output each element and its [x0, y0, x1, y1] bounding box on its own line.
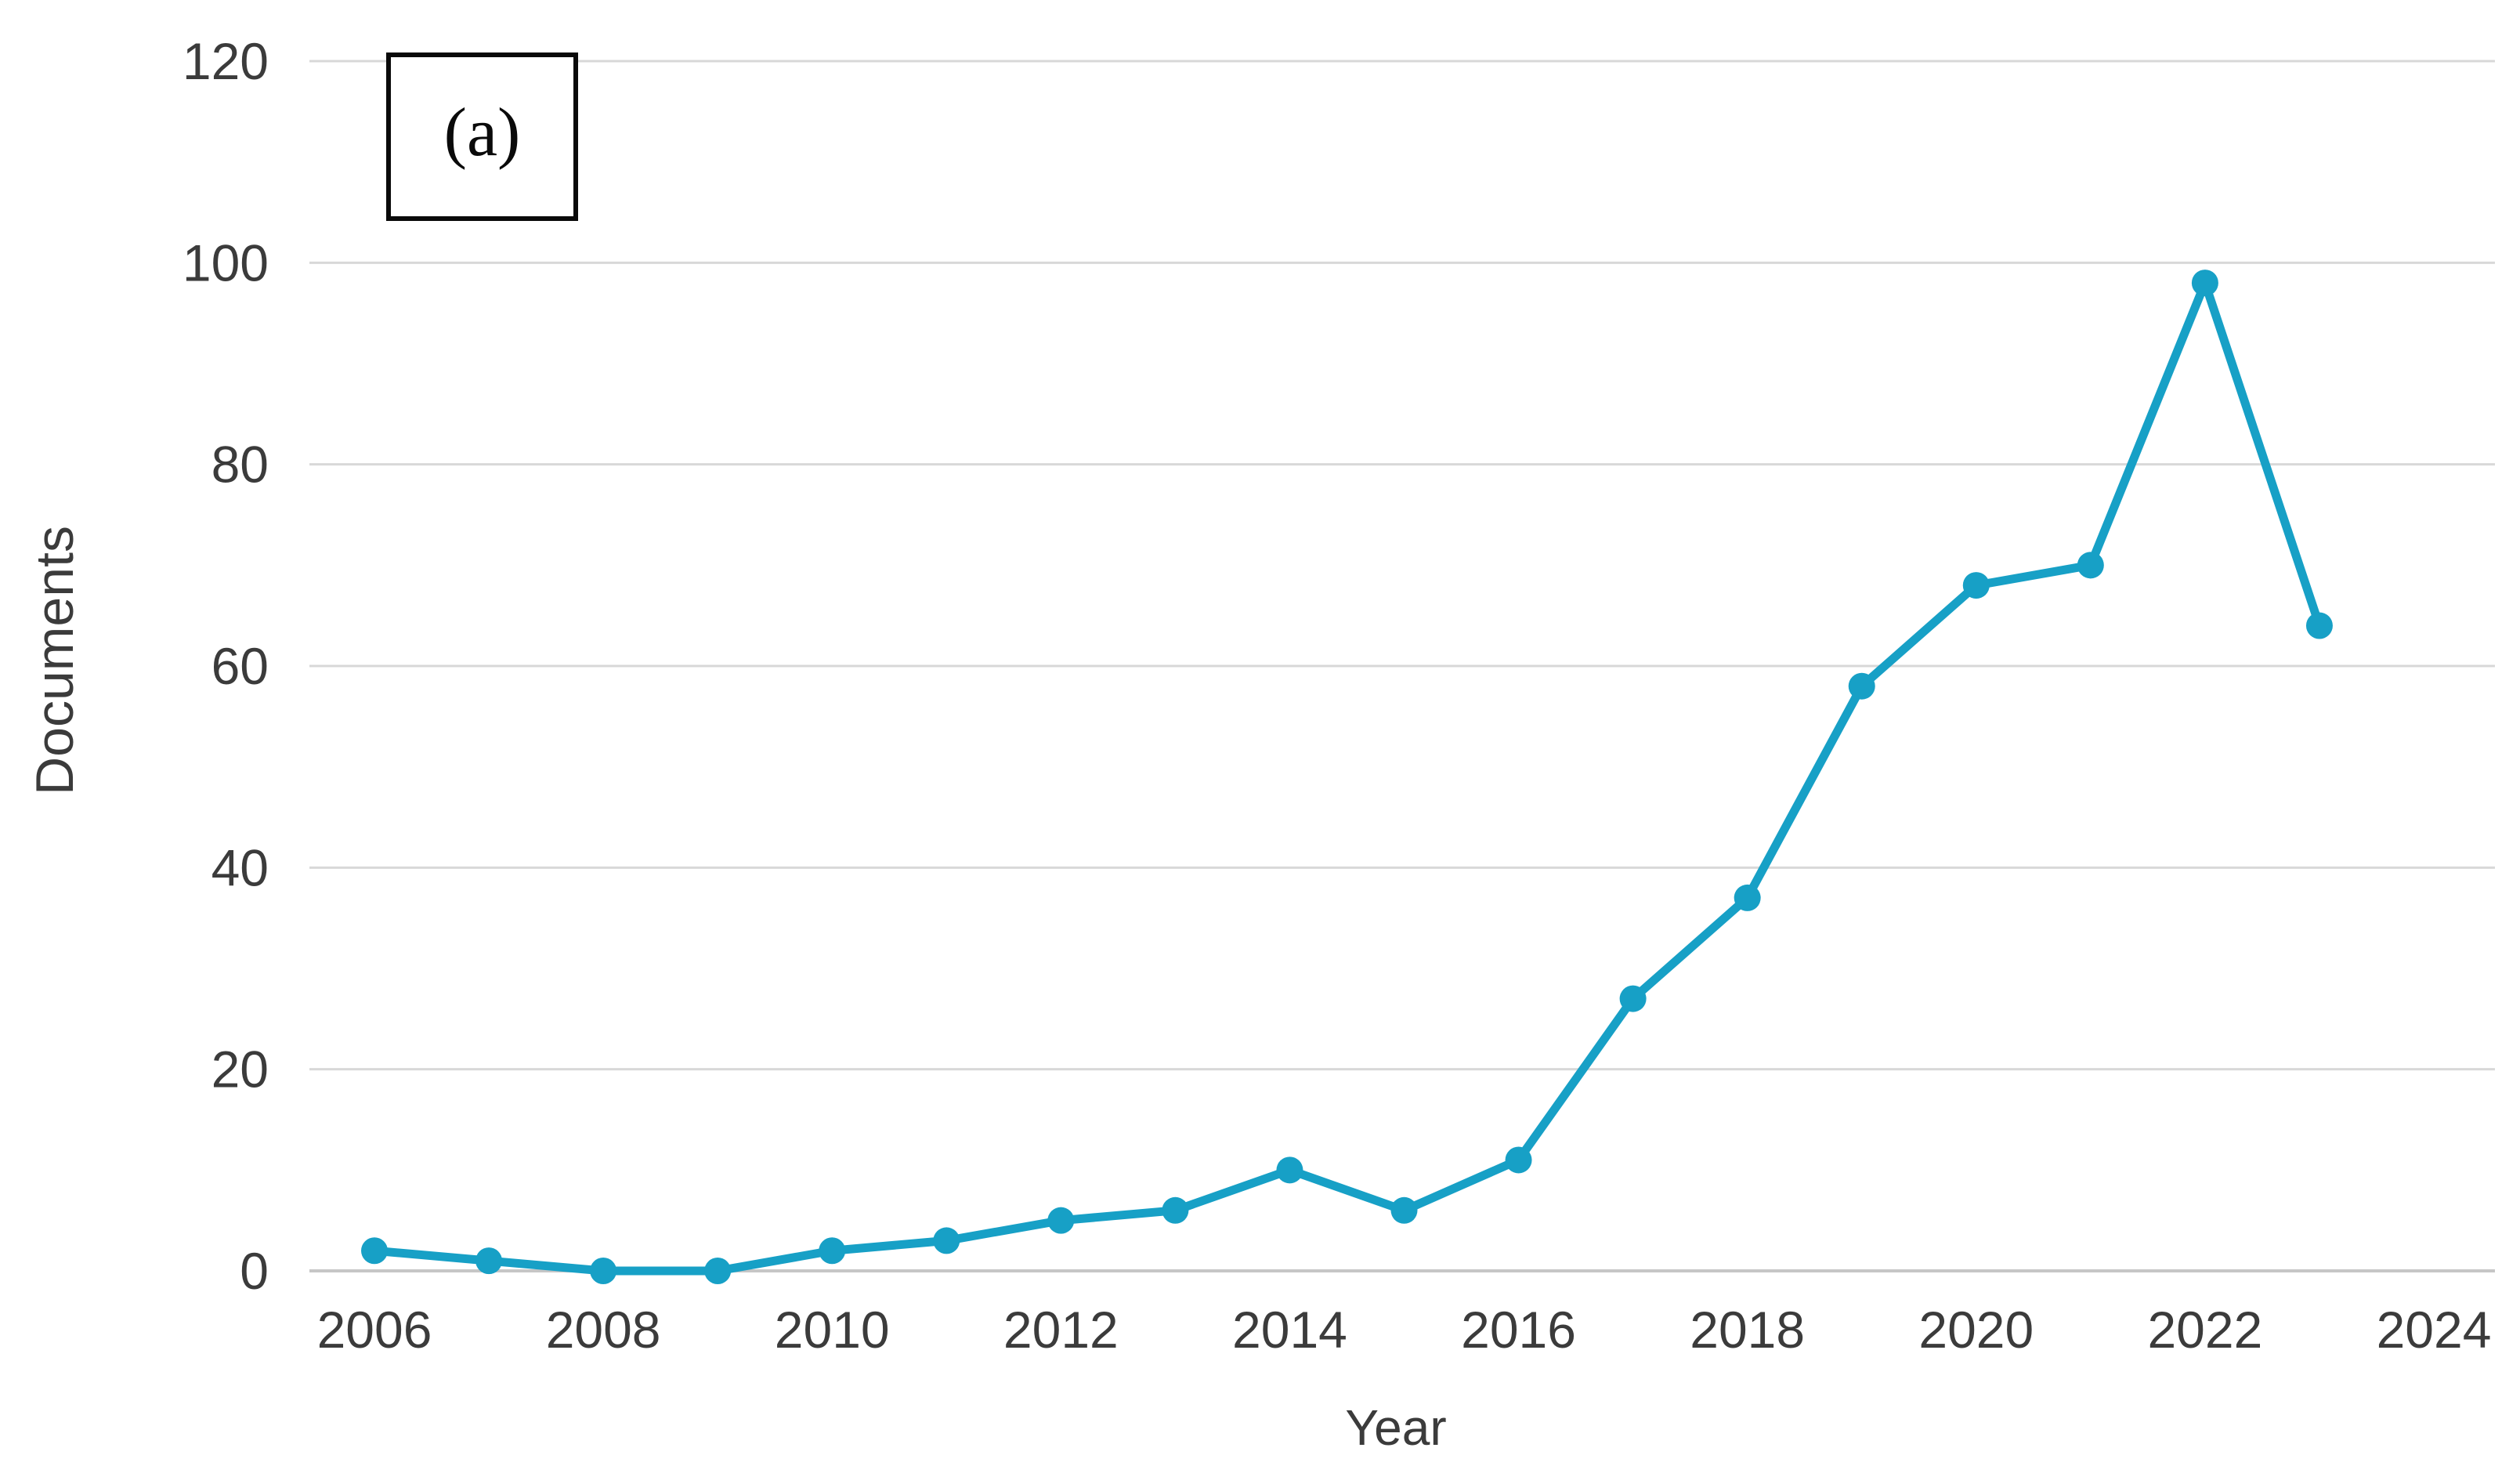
panel-label-box: (a)	[386, 52, 578, 221]
x-tick-label: 2018	[1690, 1301, 1805, 1359]
y-axis-title: Documents	[25, 526, 85, 795]
y-tick-label: 0	[240, 1242, 269, 1300]
data-point-2019	[1848, 672, 1875, 700]
data-line	[370, 278, 2324, 1276]
data-point-2021	[2077, 552, 2104, 579]
y-tick-label: 100	[183, 233, 269, 291]
data-point-2008	[590, 1258, 617, 1284]
x-tick-label: 2006	[317, 1301, 432, 1359]
data-point-2010	[819, 1237, 846, 1265]
data-point-2017	[1619, 985, 1647, 1012]
data-point-2018	[1734, 884, 1761, 911]
data-point-2014	[1276, 1156, 1303, 1184]
data-point-2011	[933, 1227, 960, 1254]
x-tick-label: 2016	[1461, 1301, 1576, 1359]
y-tick-label: 120	[183, 32, 269, 90]
panel-label: (a)	[443, 94, 521, 171]
data-point-2007	[475, 1247, 503, 1275]
y-tick-label: 40	[212, 838, 269, 896]
data-point-2020	[1962, 572, 1990, 599]
y-tick-label: 20	[212, 1041, 269, 1099]
y-tick-label: 60	[212, 637, 269, 695]
data-point-2012	[1047, 1207, 1075, 1234]
x-tick-label: 2020	[1918, 1301, 2034, 1359]
x-tick-label: 2012	[1003, 1301, 1119, 1359]
x-tick-label: 2024	[2377, 1301, 2492, 1359]
x-tick-label: 2010	[775, 1301, 890, 1359]
x-axis-title: Year	[1345, 1399, 1447, 1456]
x-tick-label: 2008	[546, 1301, 661, 1359]
x-tick-label: 2022	[2147, 1301, 2262, 1359]
y-tick-label: 80	[212, 436, 269, 494]
x-tick-label: 2014	[1232, 1301, 1347, 1359]
data-point-2022	[2191, 270, 2218, 297]
data-point-2016	[1505, 1146, 1532, 1174]
data-point-2006	[361, 1237, 388, 1265]
data-point-2023	[2305, 612, 2333, 639]
data-point-2013	[1162, 1196, 1189, 1224]
data-point-2015	[1390, 1196, 1418, 1224]
data-point-2009	[704, 1258, 732, 1284]
